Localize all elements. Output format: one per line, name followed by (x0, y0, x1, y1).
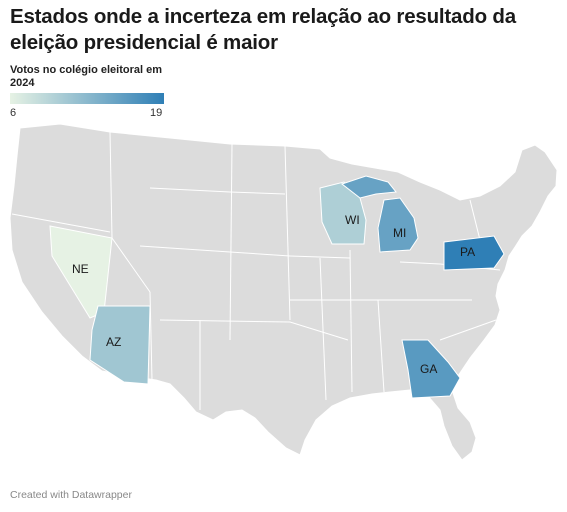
footer-credit: Created with Datawrapper (10, 489, 132, 501)
state-label-mi: MI (393, 226, 406, 240)
state-label-wi: WI (345, 213, 360, 227)
state-borders (11, 131, 501, 410)
state-label-ga: GA (420, 362, 437, 376)
state-pennsylvania (443, 235, 505, 271)
chart-title: Estados onde a incerteza em relação ao r… (10, 5, 516, 54)
state-label-pa: PA (460, 245, 475, 259)
us-map: NE AZ WI MI PA GA (9, 123, 558, 461)
state-georgia (401, 339, 461, 399)
legend-gradient-bar (10, 93, 164, 104)
legend-max-label: 19 (150, 107, 163, 119)
legend-min-label: 6 (10, 107, 17, 119)
legend-title: Votos no colégio eleitoral em 2024 (10, 64, 162, 89)
state-label-ne: NE (72, 262, 89, 276)
state-labels: NE AZ WI MI PA GA (72, 213, 475, 376)
state-michigan (377, 197, 419, 253)
state-arizona (89, 305, 151, 385)
state-label-az: AZ (106, 335, 121, 349)
state-michigan-upper (340, 175, 397, 199)
